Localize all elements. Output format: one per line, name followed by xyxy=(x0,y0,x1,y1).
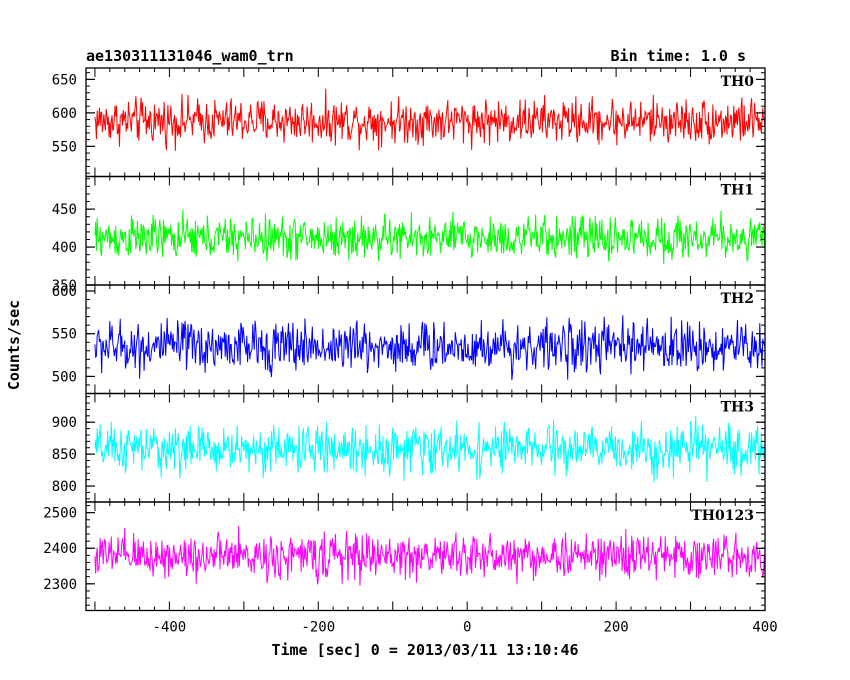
panel-label-th1: TH1 xyxy=(721,183,754,199)
chart-title-left: ae130311131046_wam0_trn xyxy=(86,47,294,65)
y-tick-label: 550 xyxy=(52,327,77,343)
y-axis-label: Counts/sec xyxy=(5,300,23,390)
x-tick-label: 0 xyxy=(463,620,471,636)
panel-label-th3: TH3 xyxy=(721,400,754,416)
y-tick-label: 600 xyxy=(52,106,77,122)
y-tick-label: 600 xyxy=(52,284,77,300)
y-tick-label: 850 xyxy=(52,447,77,463)
series-line-th3 xyxy=(94,416,765,483)
chart-title-right: Bin time: 1.0 s xyxy=(611,47,746,65)
y-tick-label: 2300 xyxy=(43,577,77,593)
y-tick-label: 450 xyxy=(52,202,77,218)
y-tick-label: 2500 xyxy=(43,506,77,522)
series-line-th1 xyxy=(94,210,765,264)
y-tick-label: 550 xyxy=(52,139,77,155)
y-tick-label: 800 xyxy=(52,479,77,495)
series-line-th0 xyxy=(94,88,765,151)
panel-label-th2: TH2 xyxy=(721,291,754,307)
panel-frame-th0123 xyxy=(85,501,766,612)
x-tick-label: -200 xyxy=(301,620,335,636)
y-tick-label: 400 xyxy=(52,240,77,256)
y-tick-label: 350 xyxy=(52,278,77,294)
y-tick-label: 650 xyxy=(52,72,77,88)
y-tick-label: 500 xyxy=(52,369,77,385)
panel-label-th0123: TH0123 xyxy=(691,508,754,524)
x-tick-label: 200 xyxy=(603,620,628,636)
x-axis-label: Time [sec] 0 = 2013/03/11 13:10:46 xyxy=(271,641,578,659)
x-tick-label: -400 xyxy=(153,620,187,636)
series-line-th2 xyxy=(94,315,765,381)
y-tick-label: 2400 xyxy=(43,541,77,557)
x-tick-label: 400 xyxy=(752,620,777,636)
panel-label-th0: TH0 xyxy=(721,74,755,90)
series-line-th0123 xyxy=(94,525,765,586)
y-tick-label: 900 xyxy=(52,415,77,431)
